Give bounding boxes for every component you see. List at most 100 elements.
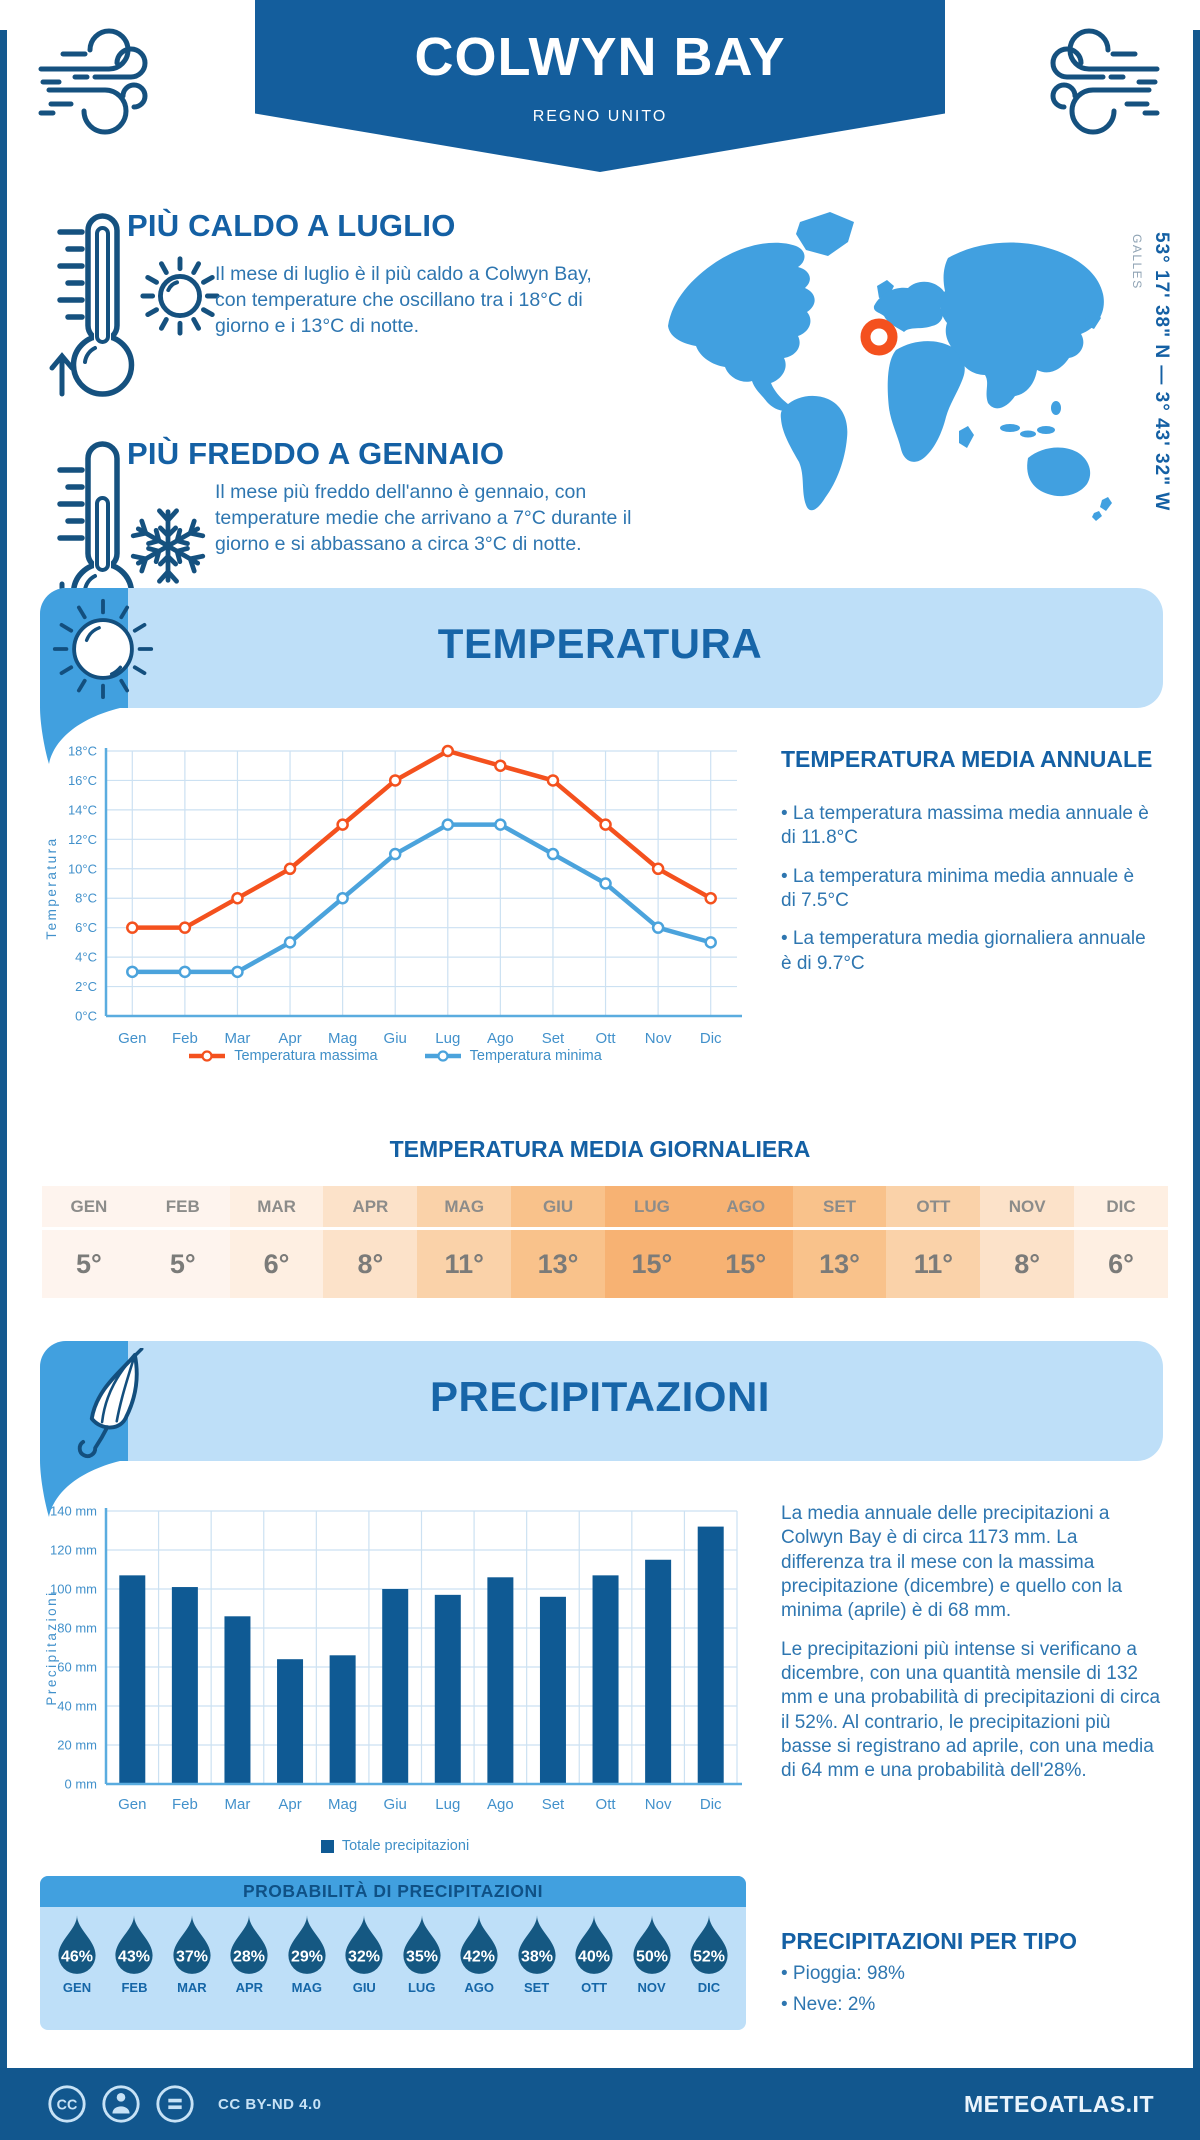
drop-percentage: 46% (61, 1949, 93, 1966)
precipitation-type-item: • Neve: 2% (781, 1994, 876, 2016)
legend-label: Temperatura minima (469, 1048, 602, 1064)
page-title: COLWYN BAY (414, 27, 786, 87)
y-tick-label: 40 mm (57, 1699, 97, 1714)
table-column: SET 13° (792, 1186, 887, 1298)
drop-percentage: 52% (693, 1949, 725, 1966)
table-month-header: OTT (916, 1196, 951, 1216)
probability-drop-item: 35% LUG (397, 1913, 447, 1995)
drop-percentage: 35% (406, 1949, 438, 1966)
region-label: GALLES (1130, 234, 1144, 290)
table-column: DIC 6° (1074, 1186, 1168, 1298)
x-tick-label: Dic (700, 1796, 722, 1813)
x-tick-label: Feb (172, 1796, 198, 1813)
table-month-header: NOV (1008, 1196, 1046, 1216)
y-tick-label: 140 mm (50, 1504, 97, 1519)
precipitation-type-item: • Pioggia: 98% (781, 1963, 905, 1984)
table-column: MAR 6° (229, 1186, 324, 1298)
x-tick-label: Gen (118, 1030, 146, 1047)
header-banner: COLWYN BAY REGNO UNITO (255, 0, 945, 172)
x-tick-label: Gen (118, 1796, 146, 1813)
probability-drop-item: 46% GEN (52, 1913, 102, 1995)
table-temperature-value: 5° (135, 1227, 230, 1298)
y-tick-label: 2°C (75, 979, 97, 994)
cc-by-icon (102, 2085, 140, 2123)
table-month-header: AGO (726, 1196, 766, 1216)
data-point-marker (704, 891, 717, 905)
data-point-marker (336, 818, 349, 831)
water-drop-icon: 43% (115, 1915, 154, 1974)
table-temperature-value: 13° (792, 1227, 887, 1298)
drop-percentage: 38% (521, 1949, 553, 1966)
y-tick-label: 18°C (68, 744, 97, 759)
daily-temperature-table: GEN 5° FEB 5° MAR 6° APR 8° MAG 11° GIU 13° LUG 15° AG… (42, 1186, 1168, 1298)
drop-month-label: GEN (62, 1980, 92, 1995)
drop-month-label: LUG (407, 1980, 436, 1995)
data-point-marker (494, 818, 507, 831)
data-point-marker (494, 759, 507, 772)
water-drop-icon: 40% (575, 1915, 613, 1974)
precipitation-section-banner (40, 1341, 1163, 1461)
table-month-header: LUG (633, 1196, 670, 1216)
data-point-marker (126, 965, 139, 979)
snowflake-icon (128, 508, 208, 584)
table-temperature-value: 11° (886, 1227, 981, 1298)
data-point-marker (704, 936, 717, 949)
data-point-marker (231, 891, 244, 905)
annual-temperature-bullets: • La temperatura massima media annuale è… (781, 802, 1153, 990)
data-point-marker (178, 921, 192, 934)
water-drop-icon: 50% (632, 1915, 671, 1974)
table-temperature-value: 11° (417, 1227, 512, 1298)
x-tick-label: Ott (596, 1796, 617, 1813)
probability-drop-item: 29% MAG (282, 1913, 332, 1995)
bar (697, 1526, 724, 1784)
y-tick-label: 10°C (68, 861, 97, 876)
legend-marker-icon (424, 1050, 461, 1062)
drop-month-label: GIU (352, 1980, 376, 1995)
temperature-banner-tail (40, 707, 124, 764)
x-tick-label: Mar (225, 1030, 251, 1047)
y-tick-label: 20 mm (57, 1738, 97, 1753)
precipitation-bar-chart: 0 mm 20 mm 40 mm 60 mm 80 mm 100 mm 120 mm 140 … (40, 1498, 750, 1833)
drop-percentage: 42% (463, 1949, 495, 1966)
site-label: METEOATLAS.IT (963, 2090, 1154, 2117)
table-month-header: FEB (165, 1196, 200, 1216)
x-tick-label: Set (542, 1796, 565, 1813)
x-tick-label: Apr (278, 1796, 301, 1813)
y-tick-label: 6°C (75, 920, 97, 935)
bar (119, 1575, 146, 1784)
data-point-marker (546, 847, 560, 861)
y-tick-label: 0 mm (65, 1777, 98, 1792)
data-point-marker (651, 862, 665, 876)
water-drop-icon: 38% (518, 1915, 556, 1974)
table-temperature-value: 5° (42, 1227, 136, 1298)
hot-month-title: PIÙ CALDO A LUGLIO (127, 208, 456, 243)
x-tick-label: Apr (278, 1030, 301, 1047)
svg-text:CC: CC (57, 2097, 78, 2113)
annual-bullet: • La temperatura minima media annuale è … (781, 865, 1135, 911)
drop-month-label: MAG (291, 1980, 322, 1995)
right-border (1193, 30, 1200, 2068)
map-continents (668, 212, 1112, 521)
x-tick-label: Giu (384, 1030, 407, 1047)
drop-month-label: FEB (121, 1980, 148, 1995)
line-series (132, 748, 712, 930)
sun-badge-icon (52, 598, 154, 700)
data-point-marker (178, 965, 192, 979)
probability-drops-row: 46% GEN 43% FEB 37% MAR 28% APR 29% MAG 32% GIU 35% L… (40, 1907, 746, 1995)
precipitation-probability-panel: PROBABILITÀ DI PRECIPITAZIONI 46% GEN 43% F… (40, 1876, 746, 2030)
legend-item: Temperatura massima (188, 1048, 378, 1064)
table-column: MAG 11° (417, 1186, 512, 1298)
x-tick-label: Dic (700, 1030, 722, 1047)
y-tick-label: 16°C (68, 773, 97, 788)
x-tick-label: Mag (328, 1796, 357, 1813)
y-tick-label: 100 mm (50, 1582, 97, 1597)
y-tick-label: 14°C (68, 802, 97, 817)
daily-temperature-title: TEMPERATURA MEDIA GIORNALIERA (389, 1136, 811, 1162)
wind-icon (38, 28, 148, 135)
cold-month-text: Il mese più freddo dell'anno è gennaio, … (215, 481, 632, 555)
table-temperature-value: 8° (323, 1227, 418, 1298)
x-tick-label: Nov (645, 1030, 672, 1047)
legend-marker-icon (320, 1839, 334, 1853)
x-tick-label: Mag (328, 1030, 357, 1047)
